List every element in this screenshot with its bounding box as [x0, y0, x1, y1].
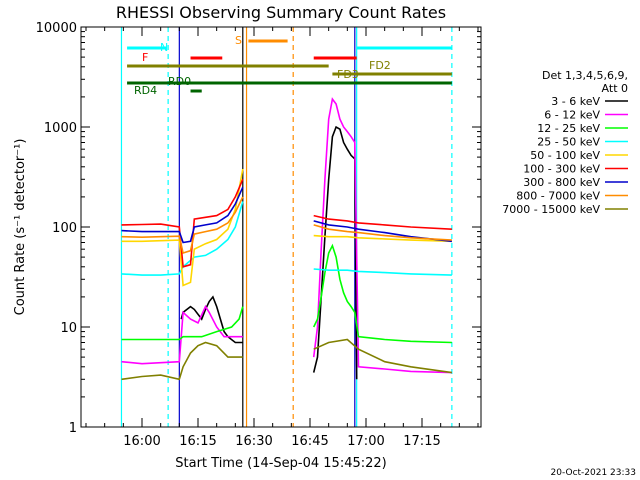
flag-label-fd3: FD3: [337, 68, 359, 81]
plot-area: N S F FD2 FD3 RD0 RD4 1 10 100 1000 10000 16:00 16:15…: [36, 21, 482, 449]
y-axis-label: Count Rate (s⁻¹ detector⁻¹): [13, 139, 28, 316]
series-line-3-0: [121, 201, 244, 276]
legend-label-5: 100 - 300 keV: [523, 163, 600, 176]
series-line-5-1: [313, 214, 452, 230]
series-line-0-0: [180, 295, 243, 344]
series-line-7-0: [121, 196, 244, 255]
series-line-4-0: [121, 168, 244, 287]
legend-label-3: 25 - 50 keV: [537, 136, 600, 149]
series-line-2-1: [312, 243, 452, 344]
legend-header-att: Att 0: [602, 82, 628, 95]
chart-title: RHESSI Observing Summary Count Rates: [116, 3, 446, 22]
series-line-6-1: [313, 220, 452, 243]
x-tick-label-2: 16:30: [235, 434, 272, 449]
legend-label-6: 300 - 800 keV: [523, 176, 600, 189]
flag-label-rd0: RD0: [168, 75, 191, 88]
timestamp: 20-Oct-2021 23:33: [551, 468, 636, 478]
legend-label-8: 7000 - 15000 keV: [502, 203, 600, 216]
y-tick-label-1: 10: [60, 321, 77, 336]
series-line-1-1: [312, 97, 452, 374]
x-axis-label: Start Time (14-Sep-04 15:45:22): [175, 456, 386, 471]
y-tick-label-4: 10000: [36, 21, 77, 36]
series-line-6-0: [121, 186, 244, 244]
flag-label-fd2: FD2: [369, 59, 391, 72]
x-tick-label-0: 16:00: [123, 434, 160, 449]
series-line-3-1: [313, 268, 452, 276]
legend-label-2: 12 - 25 keV: [537, 122, 600, 135]
x-tick-label-3: 16:45: [291, 434, 328, 449]
series-line-8-0: [121, 341, 243, 381]
series-line-4-1: [313, 234, 452, 243]
series-line-1-0: [121, 304, 243, 365]
y-tick-label-2: 100: [52, 221, 77, 236]
y-tick-label-0: 1: [69, 421, 77, 436]
series-line-7-1: [313, 224, 452, 241]
series-line-5-0: [121, 178, 244, 268]
y-tick-label-3: 1000: [44, 121, 77, 136]
series-line-8-1: [313, 338, 453, 374]
series-group: [121, 97, 453, 381]
flag-label-s: S: [235, 34, 242, 47]
x-tick-label-5: 17:15: [403, 434, 440, 449]
series-line-2-0: [121, 306, 244, 341]
legend-label-4: 50 - 100 keV: [530, 149, 600, 162]
legend-header: Det 1,3,4,5,6,9,: [542, 69, 628, 82]
flag-label-f: F: [142, 51, 148, 64]
flag-label-n: N: [160, 41, 168, 54]
x-tick-label-1: 16:15: [179, 434, 216, 449]
legend-label-7: 800 - 7000 keV: [516, 190, 600, 203]
x-tick-label-4: 17:00: [347, 434, 384, 449]
flag-label-rd4: RD4: [134, 84, 157, 97]
legend-label-1: 6 - 12 keV: [544, 109, 600, 122]
legend-label-0: 3 - 6 keV: [551, 95, 600, 108]
